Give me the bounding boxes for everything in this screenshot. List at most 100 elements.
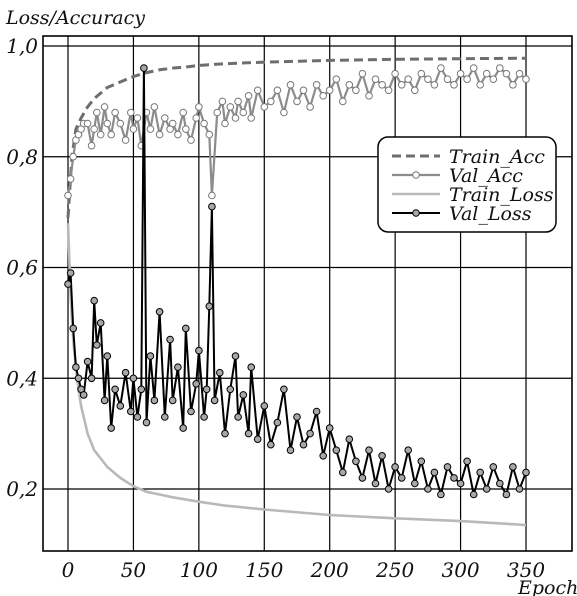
data-point [121, 368, 130, 377]
data-point [182, 324, 190, 333]
data-point [107, 424, 115, 432]
x-tick-label: 50 [121, 558, 147, 582]
series-val-acc [64, 64, 530, 200]
y-tick-labels: 0,2 0,4 0,6 0,8 1,0 [6, 34, 38, 501]
data-point [140, 64, 148, 72]
data-point [502, 490, 511, 499]
data-point [239, 391, 248, 399]
series-layer [64, 56, 530, 527]
data-point [267, 97, 275, 106]
data-point [515, 485, 524, 493]
data-point [208, 191, 216, 200]
legend-label: Val_Acc [449, 165, 523, 187]
data-point [161, 413, 169, 421]
data-point [365, 446, 373, 455]
data-point [66, 269, 75, 277]
data-point [137, 385, 146, 394]
data-point [502, 69, 511, 78]
data-point [205, 302, 214, 311]
data-point [179, 424, 187, 432]
data-point [150, 103, 159, 111]
data-point [187, 136, 195, 144]
y-tick-label: 0,4 [6, 366, 38, 390]
data-point [96, 130, 105, 139]
data-point [234, 413, 242, 421]
data-point [155, 308, 164, 316]
data-point [64, 191, 72, 200]
data-point [306, 429, 314, 438]
data-point [161, 114, 169, 122]
data-point [411, 479, 419, 488]
legend-box [377, 136, 557, 233]
data-point [391, 463, 399, 471]
data-point [430, 468, 439, 477]
data-point [116, 119, 125, 128]
x-tick-label: 200 [310, 558, 349, 582]
data-point [179, 108, 187, 117]
data-point [121, 136, 130, 144]
data-point [129, 374, 138, 383]
data-point [111, 108, 119, 117]
data-point [90, 125, 98, 133]
data-point [69, 324, 77, 333]
data-point [332, 446, 341, 455]
x-tick-label: 150 [245, 558, 283, 582]
data-point [200, 413, 208, 421]
data-point [319, 452, 328, 460]
data-point [352, 457, 360, 466]
data-point [273, 86, 282, 95]
y-axis-title: Loss/Accuracy [5, 7, 145, 29]
data-point [93, 108, 101, 117]
data-point [168, 396, 177, 405]
data-point [293, 97, 301, 106]
data-point [253, 86, 262, 95]
data-point [74, 374, 83, 383]
data-point [450, 81, 458, 89]
data-point [96, 319, 105, 327]
data-point [515, 69, 524, 78]
data-point [509, 81, 517, 89]
x-tick-label: 0 [62, 558, 75, 582]
x-tick-labels: 0 50 100 150 200 250 300 350 [62, 558, 546, 582]
data-point [155, 130, 164, 139]
data-point [127, 407, 135, 416]
data-point [83, 119, 92, 128]
data-point [174, 130, 182, 139]
data-point [325, 424, 334, 432]
data-point [260, 402, 269, 410]
data-point [496, 64, 504, 72]
data-point [66, 175, 75, 183]
series-line [66, 56, 527, 218]
data-point [103, 352, 112, 360]
data-point [384, 485, 393, 493]
series-val-loss [64, 64, 530, 499]
data-point [133, 114, 142, 122]
data-point [213, 108, 221, 117]
data-point [469, 64, 478, 72]
data-point [226, 385, 235, 394]
data-point [221, 429, 229, 438]
data-point [456, 479, 465, 488]
data-point [437, 490, 445, 499]
data-point [79, 391, 88, 399]
data-point [231, 352, 240, 360]
data-point [187, 407, 195, 416]
data-point [103, 119, 112, 128]
x-tick-label: 350 [507, 558, 545, 582]
data-point [397, 474, 406, 482]
legend-item: Val_Loss [392, 203, 532, 225]
data-point [93, 341, 101, 349]
data-point [168, 119, 177, 128]
data-point [146, 125, 155, 133]
data-point [111, 385, 119, 394]
data-point [437, 64, 445, 72]
data-point [358, 474, 367, 482]
data-point [202, 385, 211, 394]
data-point [247, 114, 255, 122]
data-point [339, 97, 347, 106]
data-point [469, 490, 478, 499]
data-point [200, 119, 208, 128]
data-point [463, 75, 471, 83]
data-point [244, 92, 253, 100]
data-point [299, 440, 308, 449]
